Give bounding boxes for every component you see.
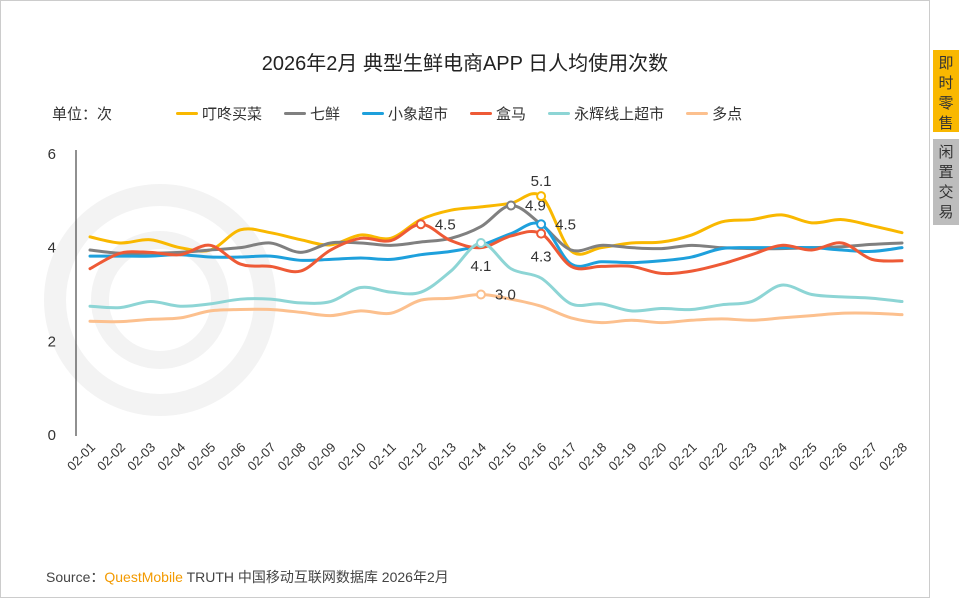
series-line-3 [88,222,904,276]
series-line-5 [88,292,904,325]
unit-label: 单位：次 [52,106,113,123]
y-tick-label: 6 [48,146,56,163]
data-label: 4.1 [471,258,492,275]
y-tick-label: 2 [48,333,56,350]
legend-item[interactable]: 盒马 [470,103,526,124]
legend-swatch [362,112,385,115]
x-tick-label: 02-09 [305,440,339,474]
data-label: 4.5 [435,216,456,233]
x-tick-label: 02-02 [94,440,128,474]
legend-label: 小象超市 [388,106,449,123]
x-tick-label: 02-16 [515,440,549,474]
series-line-0 [88,192,904,256]
legend-swatch [548,112,571,115]
x-tick-label: 02-20 [635,440,669,474]
source-note: Source：QuestMobile TRUTH 中国移动互联网数据库 2026… [46,567,449,587]
line-chart: 024602-0102-0202-0302-0402-0502-0602-070… [44,146,910,474]
source-rest: TRUTH 中国移动互联网数据库 2026年2月 [182,569,449,585]
legend-swatch [686,112,709,115]
data-label: 5.1 [531,173,552,190]
x-tick-label: 02-11 [365,440,398,473]
legend-label: 永辉线上超市 [574,106,665,123]
x-tick-label: 02-05 [184,440,218,474]
legend-label: 叮咚买菜 [202,106,263,123]
data-label: 4.9 [525,198,546,215]
x-tick-label: 02-14 [455,440,489,474]
x-tick-label: 02-28 [876,440,910,474]
x-tick-label: 02-26 [816,440,850,474]
x-tick-label: 02-25 [786,440,820,474]
data-label: 3.0 [495,287,516,304]
legend-swatch [284,112,307,115]
data-point-marker [475,289,486,300]
x-tick-label: 02-23 [726,440,760,474]
x-tick-label: 02-10 [335,440,369,474]
x-tick-label: 02-06 [214,440,248,474]
legend-label: 盒马 [496,106,527,123]
x-tick-label: 02-22 [696,440,730,474]
x-tick-label: 02-13 [425,440,459,474]
data-point-marker [506,200,517,211]
x-tick-label: 02-15 [485,440,519,474]
data-point-marker [536,228,547,239]
x-tick-label: 02-21 [665,440,699,474]
x-tick-label: 02-19 [605,440,639,474]
legend-item[interactable]: 七鲜 [284,103,340,124]
tab-instant-retail[interactable]: 即时零售 [933,50,959,132]
legend-label: 多点 [712,106,743,123]
source-prefix: Source： [46,569,105,585]
y-tick-label: 4 [48,240,56,257]
legend-swatch [176,112,198,115]
x-tick-label: 02-01 [64,440,98,474]
source-brand: QuestMobile [104,569,183,585]
data-label: 4.5 [555,216,576,233]
data-label: 4.3 [531,249,552,266]
watermark-inner-ring [91,231,229,369]
legend-label: 七鲜 [310,106,341,123]
tab-idle-trading[interactable]: 闲置交易 [933,139,959,225]
x-tick-label: 02-04 [154,440,188,474]
x-tick-label: 02-12 [395,440,429,474]
legend-swatch [470,112,493,115]
legend-item[interactable]: 叮咚买菜 [176,103,262,124]
y-tick-label: 0 [48,427,56,444]
chart-frame [0,0,930,598]
x-tick-label: 02-17 [545,440,579,474]
data-point-marker [415,219,426,230]
x-tick-label: 02-03 [124,440,158,474]
x-tick-label: 02-24 [756,440,790,474]
legend-item[interactable]: 永辉线上超市 [548,103,664,124]
data-point-marker [475,237,486,248]
x-tick-label: 02-08 [275,440,309,474]
series-line-4 [88,241,904,313]
legend-item[interactable]: 多点 [686,103,742,124]
data-point-marker [536,219,547,230]
x-tick-label: 02-07 [244,440,278,474]
legend-item[interactable]: 小象超市 [362,103,448,124]
legend: 叮咚买菜 七鲜 小象超市 盒马 永辉线上超市 多点 [176,103,764,124]
data-point-marker [536,191,547,202]
x-tick-label: 02-18 [575,440,609,474]
x-tick-label: 02-27 [846,440,880,474]
chart-title: 2026年2月 典型生鲜电商APP 日人均使用次数 [261,53,669,75]
